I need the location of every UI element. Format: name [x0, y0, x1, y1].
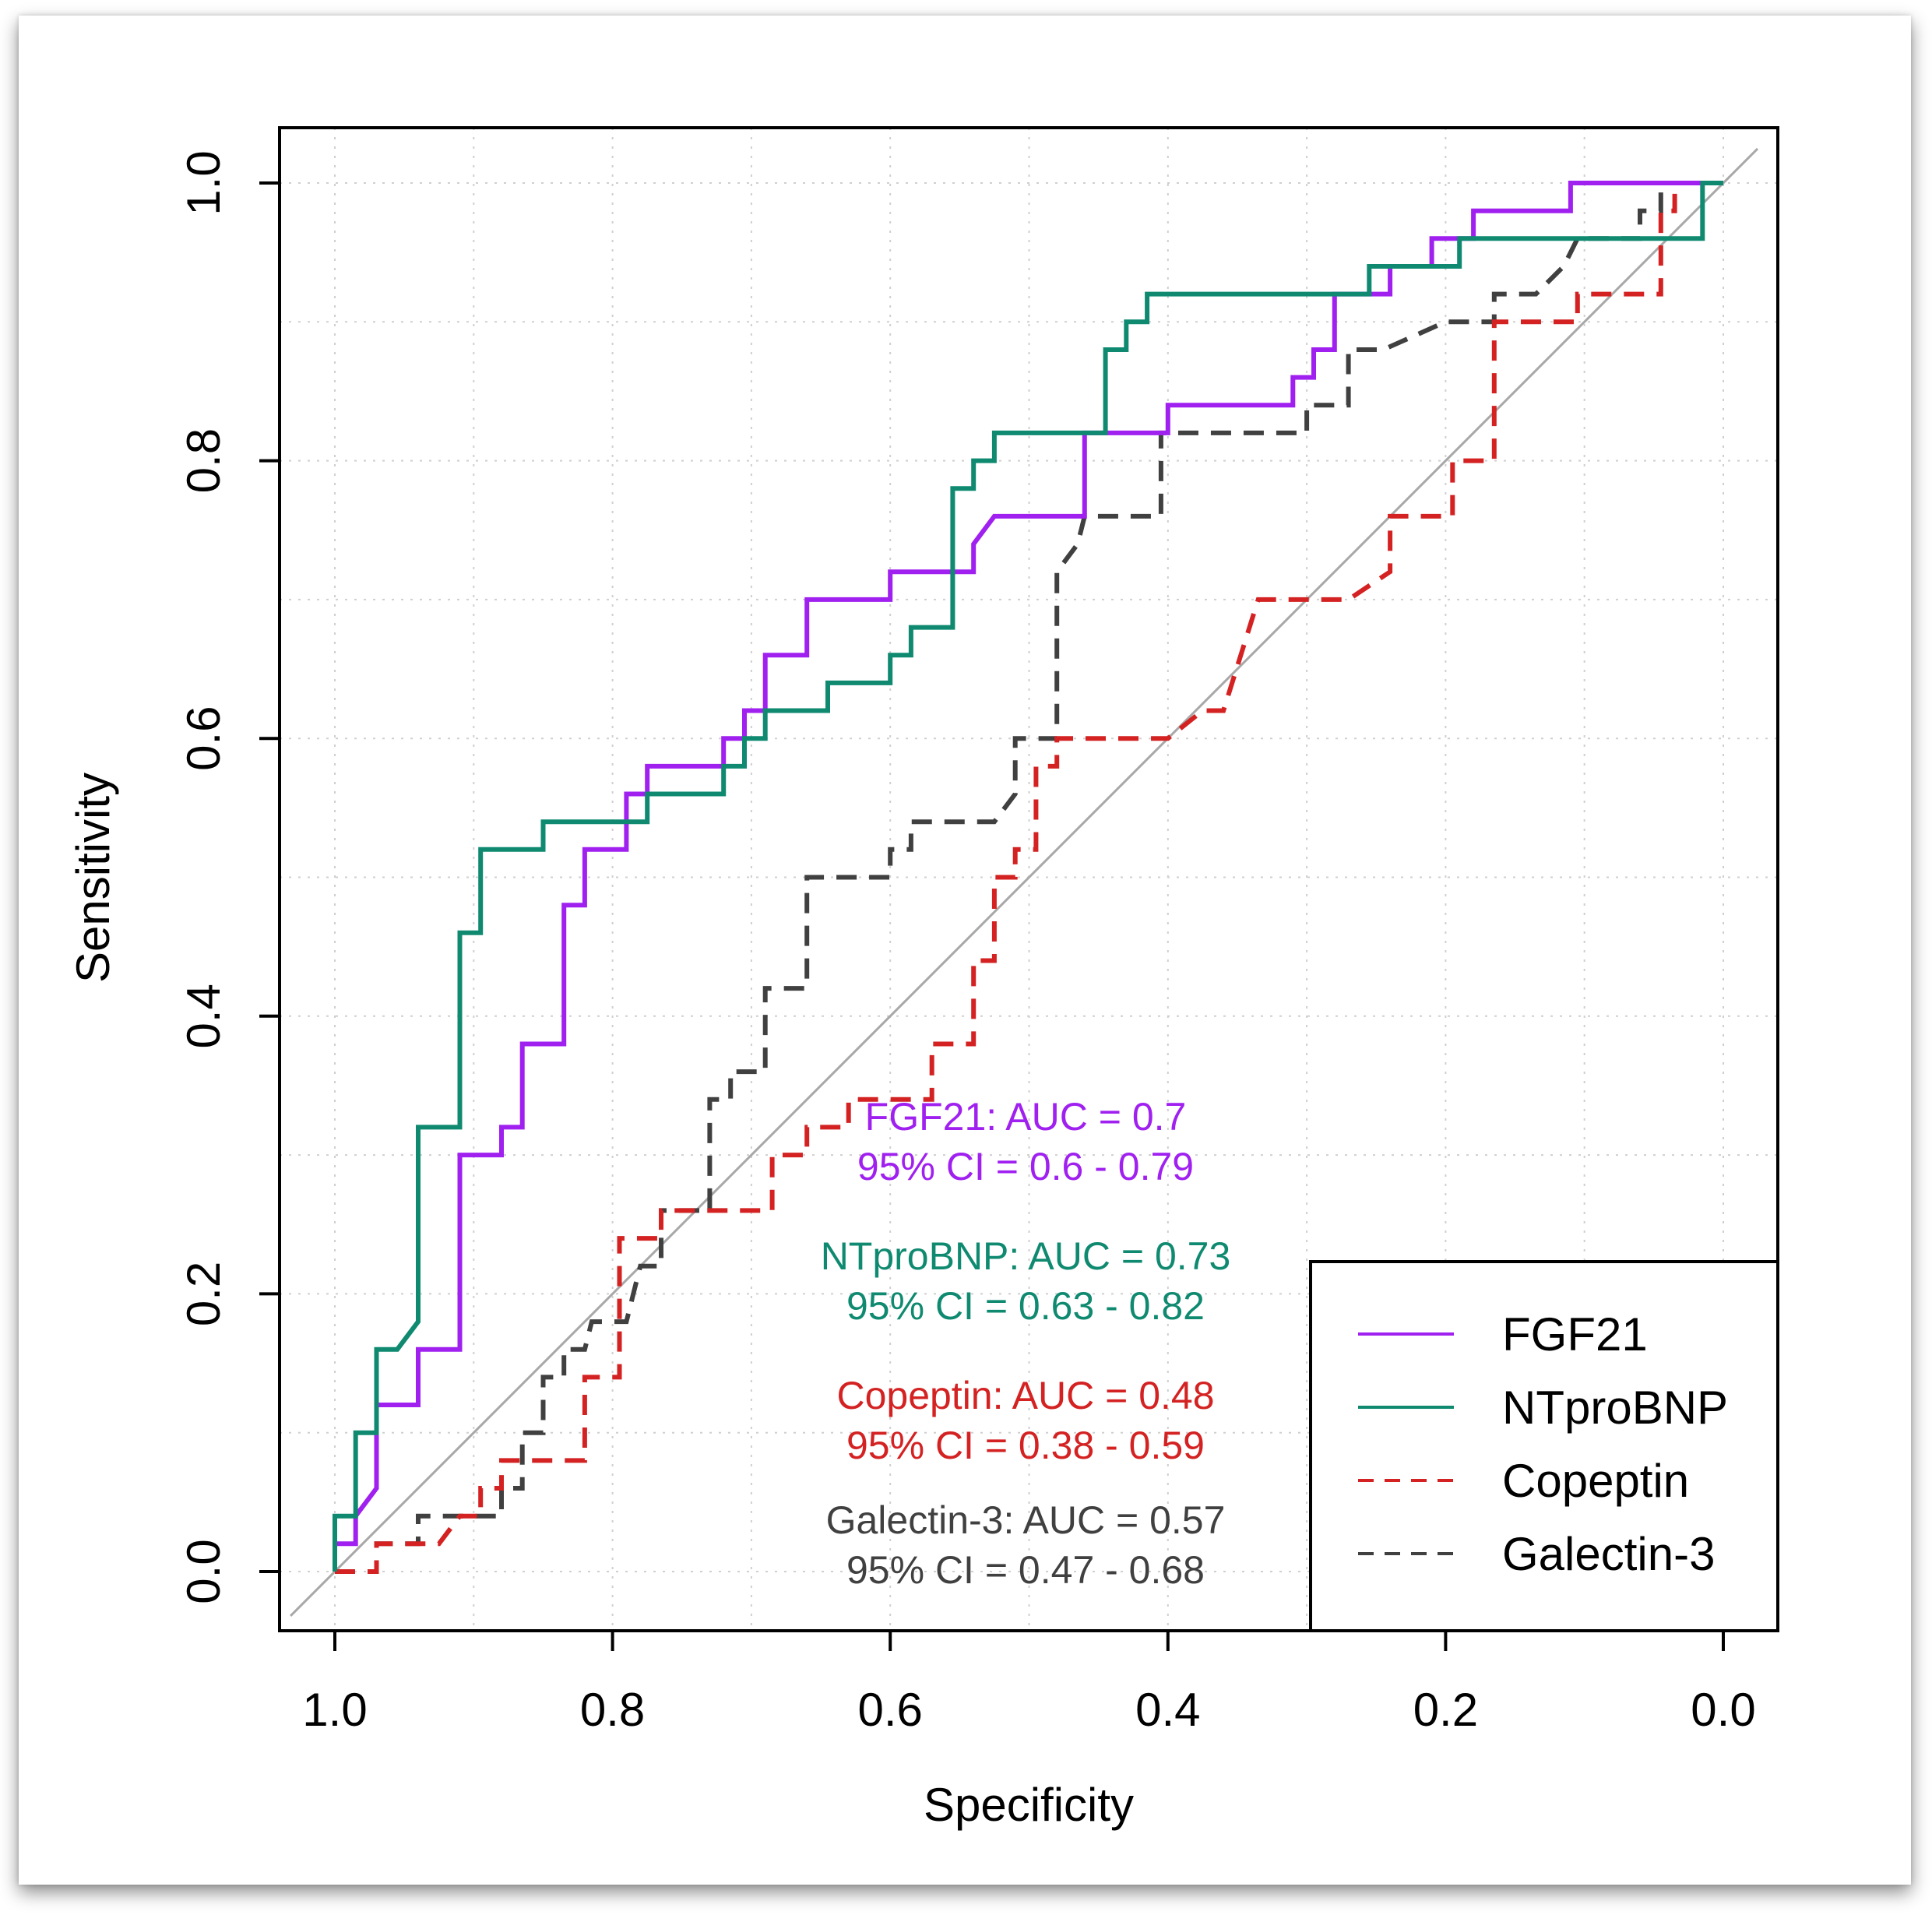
- y-axis: 0.0 0.2 0.4 0.6 0.8 1.0: [178, 150, 280, 1604]
- y-tick-label: 0.6: [178, 706, 230, 770]
- auc-label-galectin-3: Galectin-3: AUC = 0.57: [826, 1498, 1226, 1542]
- y-axis-label: Sensitivity: [67, 773, 119, 983]
- legend-label-galectin-3: Galectin-3: [1502, 1528, 1715, 1580]
- x-tick-label: 0.0: [1691, 1684, 1755, 1736]
- legend-label-fgf21: FGF21: [1502, 1308, 1648, 1361]
- auc-label-ntprobnp: NTproBNP: AUC = 0.73: [821, 1234, 1231, 1278]
- legend-label-copeptin: Copeptin: [1502, 1455, 1689, 1507]
- ci-label-ntprobnp: 95% CI = 0.63 - 0.82: [846, 1284, 1205, 1328]
- x-tick-label: 0.2: [1413, 1684, 1478, 1736]
- series-line-copeptin: [335, 181, 1723, 1574]
- ci-label-galectin-3: 95% CI = 0.47 - 0.68: [846, 1548, 1205, 1592]
- y-tick-label: 0.8: [178, 428, 230, 493]
- series-layer: [333, 181, 1723, 1574]
- y-tick-label: 0.4: [178, 984, 230, 1048]
- grid-lines: [280, 128, 1778, 1631]
- auc-label-fgf21: FGF21: AUC = 0.7: [865, 1095, 1187, 1139]
- series-line-ntprobnp: [333, 181, 1723, 1572]
- x-tick-label: 0.6: [857, 1684, 922, 1736]
- roc-chart: 1.0 0.8 0.6 0.4 0.2 0.0 0.0 0.2 0.4 0.6 0.8 1.0 Sp…: [67, 126, 1779, 1831]
- y-tick-label: 0.2: [178, 1262, 230, 1326]
- ci-label-copeptin: 95% CI = 0.38 - 0.59: [846, 1424, 1205, 1467]
- reference-diagonal-line: [290, 147, 1759, 1617]
- legend-box: [1309, 1260, 1779, 1632]
- x-tick-label: 0.4: [1135, 1684, 1200, 1736]
- x-axis: 1.0 0.8 0.6 0.4 0.2 0.0: [302, 1629, 1756, 1736]
- legend-label-ntprobnp: NTproBNP: [1502, 1382, 1728, 1434]
- y-tick-label: 0.0: [178, 1539, 230, 1603]
- x-axis-label: Specificity: [924, 1779, 1134, 1831]
- y-tick-label: 1.0: [178, 150, 230, 215]
- x-tick-label: 0.8: [580, 1684, 645, 1736]
- x-tick-label: 1.0: [302, 1684, 367, 1736]
- auc-annotations: FGF21: AUC = 0.7 95% CI = 0.6 - 0.79 NTpro…: [821, 1095, 1231, 1592]
- auc-label-copeptin: Copeptin: AUC = 0.48: [836, 1374, 1214, 1417]
- series-line-galectin-3: [335, 181, 1723, 1574]
- legend: FGF21 NTproBNP Copeptin Galectin-3: [1309, 1260, 1779, 1632]
- ci-label-fgf21: 95% CI = 0.6 - 0.79: [857, 1145, 1194, 1188]
- figure-card: 1.0 0.8 0.6 0.4 0.2 0.0 0.0 0.2 0.4 0.6 0.8 1.0 Sp…: [19, 16, 1911, 1885]
